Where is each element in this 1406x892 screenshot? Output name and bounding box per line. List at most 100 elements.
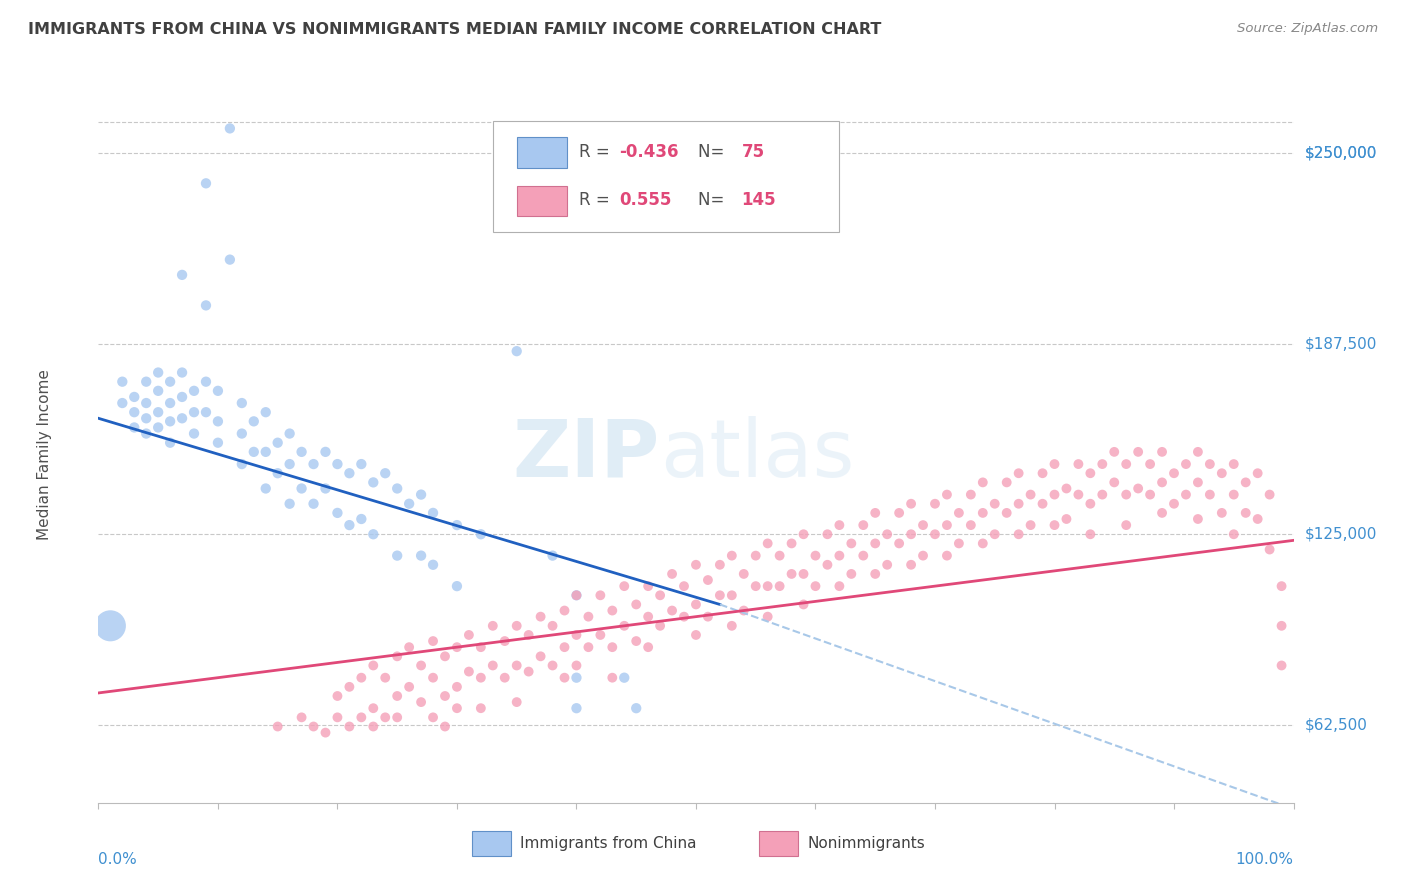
Point [541,658,564,673]
Point [326,457,349,471]
Point [828,518,851,533]
Point [207,435,229,450]
Point [924,527,946,541]
Point [422,506,444,520]
Point [433,689,456,703]
Point [363,719,385,733]
Point [983,527,1005,541]
Point [254,482,277,496]
Point [900,527,922,541]
Point [648,619,672,633]
Point [207,384,229,398]
Point [1234,475,1257,490]
Point [613,579,636,593]
Point [231,457,253,471]
Point [935,487,957,501]
Text: atlas: atlas [661,416,855,494]
Point [1187,445,1209,459]
Point [565,658,588,673]
Point [529,609,551,624]
Point [446,640,468,655]
Point [446,680,468,694]
Point [1139,457,1161,471]
Point [517,665,540,679]
Point [745,549,768,563]
Point [243,445,266,459]
Text: 100.0%: 100.0% [1236,852,1294,866]
Point [350,457,373,471]
Point [600,603,623,617]
Point [124,420,146,434]
Point [124,405,146,419]
Point [589,628,612,642]
Point [1271,658,1294,673]
Point [254,405,277,419]
Point [290,482,312,496]
Point [554,603,576,617]
Point [637,609,659,624]
Point [315,482,337,496]
Text: Nonimmigrants: Nonimmigrants [807,836,925,851]
Point [350,512,373,526]
Point [673,609,696,624]
Point [111,375,134,389]
FancyBboxPatch shape [494,121,839,232]
Point [433,719,456,733]
Point [1128,445,1150,459]
Point [124,390,146,404]
Point [1019,518,1042,533]
Point [697,609,720,624]
Point [576,609,599,624]
Point [1128,482,1150,496]
Point [804,579,827,593]
Point [624,701,647,715]
Point [267,435,290,450]
Point [194,298,217,312]
Point [1198,487,1220,501]
Point [326,689,349,703]
Point [1222,487,1246,501]
Point [1246,512,1268,526]
Point [1007,497,1029,511]
Point [411,487,433,501]
Point [183,384,205,398]
Point [337,518,360,533]
Point [422,634,444,648]
Point [924,497,946,511]
Point [159,375,181,389]
FancyBboxPatch shape [517,137,567,168]
Point [385,689,409,703]
Point [302,497,325,511]
Point [863,506,886,520]
Point [876,558,898,572]
Point [481,658,505,673]
Point [172,390,194,404]
Point [411,549,433,563]
Point [863,566,886,581]
Point [278,457,301,471]
Point [839,536,862,550]
Point [876,527,898,541]
Point [1032,467,1054,481]
Point [422,671,444,685]
Text: N=: N= [699,191,730,210]
Point [1043,518,1066,533]
Text: N=: N= [699,143,730,161]
Point [98,619,122,633]
Point [231,426,253,441]
Point [363,475,385,490]
Point [972,536,994,550]
Point [172,366,194,380]
Point [613,671,636,685]
Point [458,665,481,679]
Point [1150,475,1173,490]
FancyBboxPatch shape [517,186,567,216]
Point [1222,457,1246,471]
Point [661,566,683,581]
Point [852,518,875,533]
Point [302,457,325,471]
Point [565,671,588,685]
Point [1102,445,1125,459]
Point [374,467,396,481]
Point [1150,445,1173,459]
